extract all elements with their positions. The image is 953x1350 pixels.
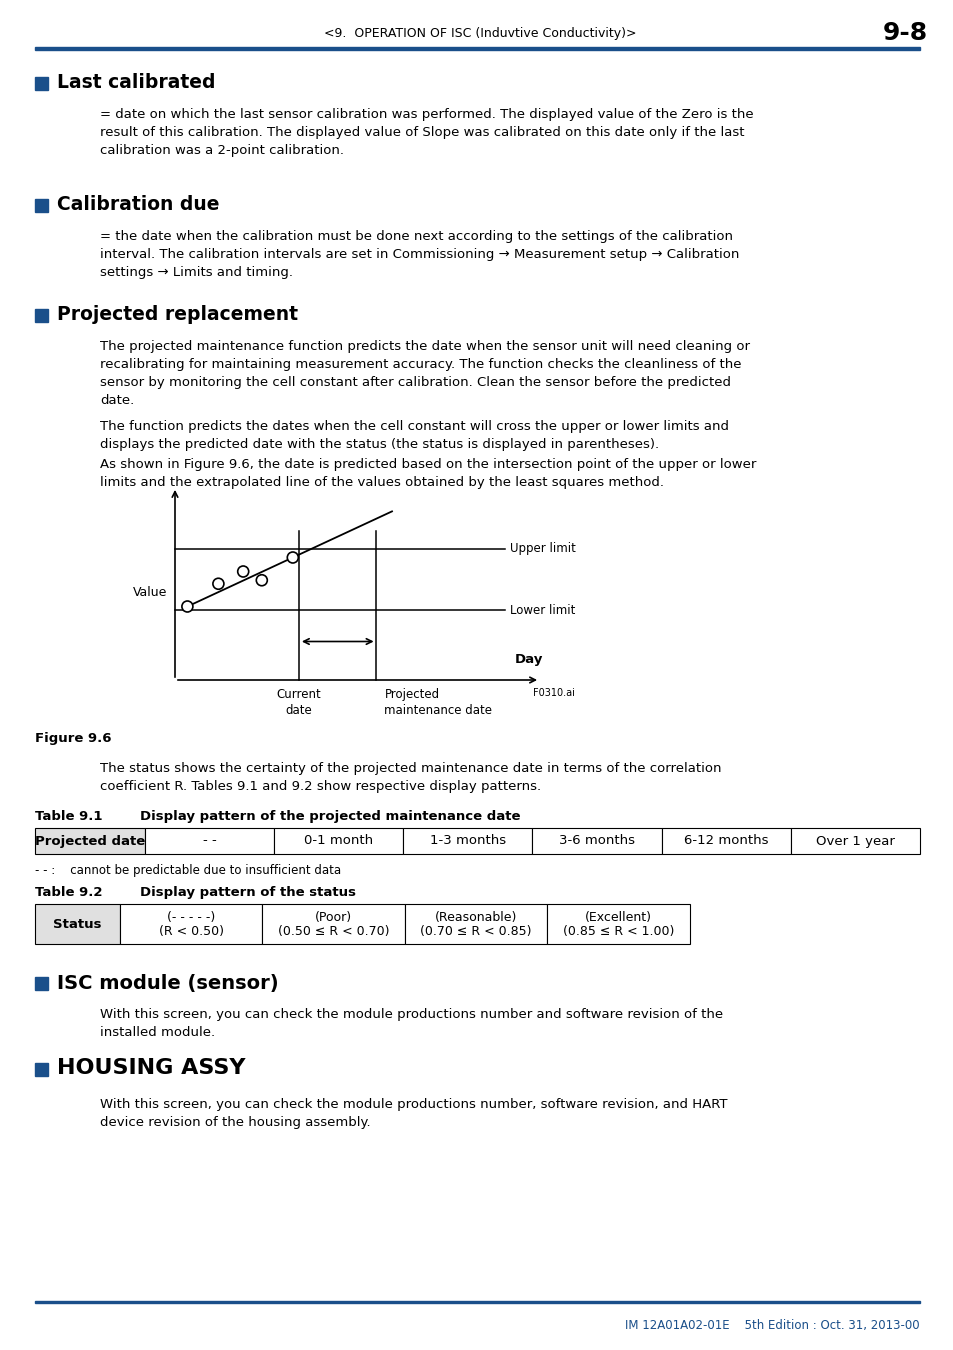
Text: The status shows the certainty of the projected maintenance date in terms of the: The status shows the certainty of the pr… [100,761,720,792]
Text: = the date when the calibration must be done next according to the settings of t: = the date when the calibration must be … [100,230,739,279]
Bar [145,828,274,855]
Text: Upper limit: Upper limit [510,543,576,555]
Text: Value: Value [132,586,167,599]
Text: 6-12 months: 6-12 months [683,834,768,848]
Text: 9-8: 9-8 [882,22,926,45]
Circle shape [213,578,224,589]
Bar [35,904,120,944]
Text: The function predicts the dates when the cell constant will cross the upper or l: The function predicts the dates when the… [100,420,728,451]
Text: (R < 0.50): (R < 0.50) [158,926,224,938]
Text: Day: Day [515,653,543,666]
Text: Current
date: Current date [276,688,321,717]
Bar [35,309,48,323]
Circle shape [237,566,249,576]
Text: Table 9.2: Table 9.2 [35,886,102,899]
Text: Projected replacement: Projected replacement [57,305,297,324]
Bar [35,1062,48,1076]
Bar [35,198,48,212]
Bar [35,977,48,990]
Bar [35,47,919,50]
Bar [262,904,405,944]
Text: Projected date: Projected date [35,834,145,848]
Circle shape [182,601,193,612]
Text: <9.  OPERATION OF ISC (Induvtive Conductivity)>: <9. OPERATION OF ISC (Induvtive Conducti… [323,27,636,39]
Text: ISC module (sensor): ISC module (sensor) [57,973,278,992]
Bar [661,828,790,855]
Bar [532,828,661,855]
Text: As shown in Figure 9.6, the date is predicted based on the intersection point of: As shown in Figure 9.6, the date is pred… [100,458,756,489]
Text: = date on which the last sensor calibration was performed. The displayed value o: = date on which the last sensor calibrat… [100,108,753,157]
Text: Projected
maintenance date: Projected maintenance date [384,688,492,717]
Bar [35,77,48,90]
Bar [547,904,689,944]
Bar [403,828,532,855]
Text: (Poor): (Poor) [314,911,352,923]
Circle shape [256,575,267,586]
Bar [274,828,403,855]
Text: With this screen, you can check the module productions number and software revis: With this screen, you can check the modu… [100,1008,722,1040]
Bar [120,904,262,944]
Text: (- - - - -): (- - - - -) [167,911,215,923]
Text: - -: - - [202,834,216,848]
Text: Display pattern of the projected maintenance date: Display pattern of the projected mainten… [140,810,520,824]
Text: Last calibrated: Last calibrated [57,73,215,93]
Text: Table 9.1: Table 9.1 [35,810,102,824]
Text: Status: Status [53,918,102,930]
Bar [35,828,145,855]
Text: The projected maintenance function predicts the date when the sensor unit will n: The projected maintenance function predi… [100,340,749,406]
Text: - - :    cannot be predictable due to insufficient data: - - : cannot be predictable due to insuf… [35,864,341,878]
Bar [790,828,919,855]
Text: Calibration due: Calibration due [57,196,219,215]
Text: Over 1 year: Over 1 year [815,834,894,848]
Bar [405,904,547,944]
Text: (0.70 ≤ R < 0.85): (0.70 ≤ R < 0.85) [420,926,532,938]
Text: F0310.ai: F0310.ai [533,688,575,698]
Text: 3-6 months: 3-6 months [558,834,635,848]
Text: 0-1 month: 0-1 month [304,834,373,848]
Text: (Reasonable): (Reasonable) [435,911,517,923]
Text: 1-3 months: 1-3 months [430,834,505,848]
Text: (Excellent): (Excellent) [584,911,652,923]
Text: Display pattern of the status: Display pattern of the status [140,886,355,899]
Text: IM 12A01A02-01E    5th Edition : Oct. 31, 2013-00: IM 12A01A02-01E 5th Edition : Oct. 31, 2… [625,1319,919,1331]
Text: (0.85 ≤ R < 1.00): (0.85 ≤ R < 1.00) [562,926,674,938]
Circle shape [287,552,298,563]
Text: Figure 9.6: Figure 9.6 [35,732,112,745]
Bar [35,1301,919,1303]
Text: Lower limit: Lower limit [510,603,575,617]
Text: With this screen, you can check the module productions number, software revision: With this screen, you can check the modu… [100,1098,727,1129]
Text: HOUSING ASSY: HOUSING ASSY [57,1058,245,1079]
Text: (0.50 ≤ R < 0.70): (0.50 ≤ R < 0.70) [277,926,389,938]
